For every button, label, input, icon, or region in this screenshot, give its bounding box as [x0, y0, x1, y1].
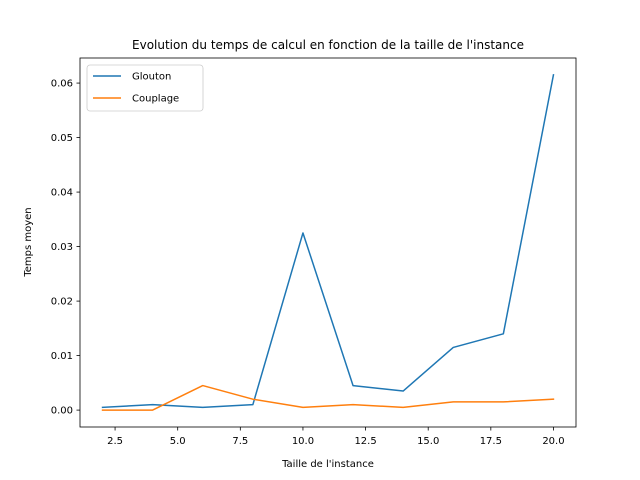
- x-axis-ticks: 2.5 5.0 7.5 10.0 12.5 15.0 17.5 20.0: [107, 427, 565, 447]
- x-tick-label: 2.5: [107, 436, 123, 447]
- x-tick-label: 17.5: [480, 436, 502, 447]
- y-tick-label: 0.02: [51, 297, 73, 308]
- y-tick-label: 0.01: [51, 351, 73, 362]
- x-tick-label: 10.0: [292, 436, 314, 447]
- x-axis-label: Taille de l'instance: [281, 459, 374, 470]
- y-axis-ticks: 0.00 0.01 0.02 0.03 0.04 0.05 0.06: [51, 79, 80, 417]
- x-tick-label: 12.5: [354, 436, 376, 447]
- legend-label-glouton: Glouton: [132, 72, 171, 83]
- y-tick-label: 0.05: [51, 133, 73, 144]
- chart-title: Evolution du temps de calcul en fonction…: [132, 38, 524, 52]
- y-axis-label: Temps moyen: [23, 207, 34, 277]
- y-tick-label: 0.00: [51, 406, 73, 417]
- x-tick-label: 20.0: [542, 436, 564, 447]
- legend-label-couplage: Couplage: [132, 94, 179, 105]
- legend: Glouton Couplage: [86, 64, 204, 112]
- plot-area-frame: [79, 57, 577, 428]
- x-tick-label: 15.0: [417, 436, 439, 447]
- y-tick-label: 0.04: [51, 188, 73, 199]
- y-tick-label: 0.03: [51, 242, 73, 253]
- x-tick-label: 5.0: [170, 436, 186, 447]
- series-line-couplage: [101, 384, 555, 411]
- series-line-glouton: [101, 74, 555, 409]
- y-tick-label: 0.06: [51, 79, 73, 90]
- plot-lines: [101, 74, 555, 411]
- x-tick-label: 7.5: [232, 436, 248, 447]
